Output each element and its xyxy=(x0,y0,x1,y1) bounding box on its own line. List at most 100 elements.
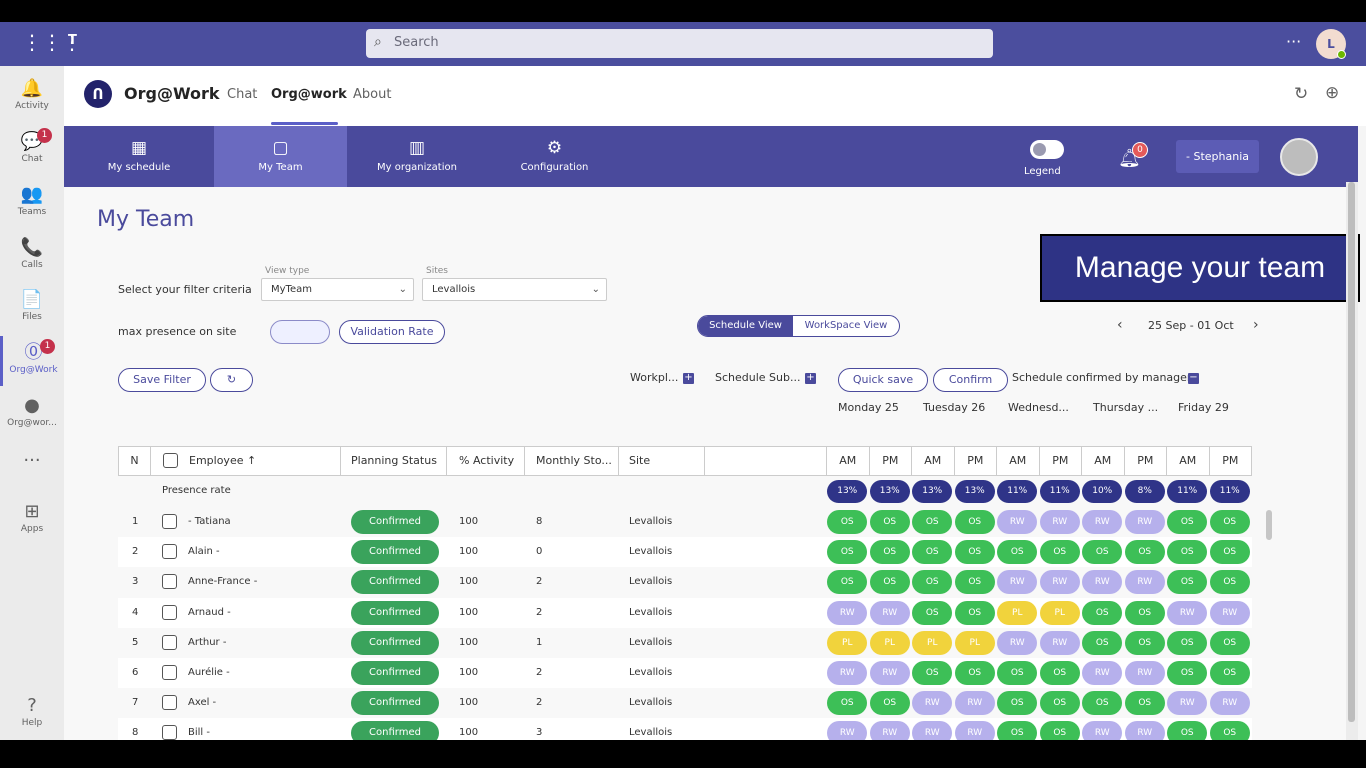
table-row[interactable]: 3 Anne-France - Confirmed 100 2 Levallois OS OS… xyxy=(118,567,1252,597)
schedule-slot-os[interactable]: OS xyxy=(997,540,1038,565)
refresh-icon[interactable]: ↻ xyxy=(1294,84,1309,104)
planning-status-badge[interactable]: Confirmed xyxy=(351,540,439,565)
schedule-slot-os[interactable]: OS xyxy=(1167,661,1208,685)
tab-orgwork[interactable]: Org@work xyxy=(271,87,347,102)
employee-name[interactable]: Arthur - xyxy=(188,636,227,648)
schedule-slot-os[interactable]: OS xyxy=(869,570,910,595)
rail-item-orgwork-2[interactable]: ● Org@wor... xyxy=(0,389,64,439)
schedule-slot-os[interactable]: OS xyxy=(997,691,1038,716)
chevron-right-icon[interactable]: › xyxy=(1253,317,1259,333)
row-checkbox[interactable] xyxy=(162,665,177,680)
schedule-slot-pl[interactable]: PL xyxy=(827,630,868,655)
collapse-icon[interactable]: − xyxy=(1188,372,1199,384)
employee-name[interactable]: - Tatiana xyxy=(188,516,231,527)
planning-status-badge[interactable]: Confirmed xyxy=(351,570,439,595)
schedule-slot-os[interactable]: OS xyxy=(1082,691,1123,716)
schedule-slot-rw[interactable]: RW xyxy=(827,661,868,685)
employee-name[interactable]: Alain - xyxy=(188,546,220,558)
schedule-slot-os[interactable]: OS xyxy=(1082,630,1123,655)
schedule-slot-os[interactable]: OS xyxy=(827,570,868,595)
schedule-slot-rw[interactable]: RW xyxy=(997,570,1038,595)
column-employee[interactable]: Employee ↑ xyxy=(151,447,341,475)
schedule-slot-os[interactable]: OS xyxy=(869,691,910,716)
planning-status-badge[interactable]: Confirmed xyxy=(351,510,439,534)
nav-my-organization[interactable]: ▥ My organization xyxy=(347,126,487,187)
column-site[interactable]: Site xyxy=(619,447,705,475)
row-checkbox[interactable] xyxy=(162,725,177,740)
schedule-slot-os[interactable]: OS xyxy=(954,540,995,565)
rail-item-teams[interactable]: 👥 Teams xyxy=(0,178,64,228)
rail-item-more[interactable]: ··· xyxy=(0,444,64,494)
schedule-slot-os[interactable]: OS xyxy=(1167,570,1208,595)
table-row[interactable]: 8 Bill - Confirmed 100 3 Levallois RW RW RW RW OS O… xyxy=(118,718,1252,740)
schedule-slot-rw[interactable]: RW xyxy=(1082,721,1123,740)
planning-status-badge[interactable]: Confirmed xyxy=(351,600,439,625)
legend-toggle[interactable] xyxy=(1030,140,1064,159)
row-checkbox[interactable] xyxy=(162,634,177,650)
schedule-slot-os[interactable]: OS xyxy=(1167,630,1208,655)
nav-my-team[interactable]: ▢ My Team xyxy=(214,126,347,187)
schedule-slot-rw[interactable]: RW xyxy=(1167,691,1208,716)
schedule-slot-os[interactable]: OS xyxy=(869,510,910,534)
reset-filter-button[interactable]: ↻ xyxy=(210,368,253,392)
validation-rate-button[interactable]: Validation Rate xyxy=(339,320,445,344)
employee-name[interactable]: Bill - xyxy=(188,727,210,739)
rail-item-help[interactable]: ? Help xyxy=(0,689,64,739)
confirm-button[interactable]: Confirm xyxy=(933,368,1008,392)
profile-avatar[interactable]: L xyxy=(1316,29,1346,59)
schedule-slot-rw[interactable]: RW xyxy=(1124,721,1165,740)
workspace-view-option[interactable]: WorkSpace View xyxy=(804,320,888,331)
row-checkbox[interactable] xyxy=(162,514,177,529)
table-row[interactable]: 2 Alain - Confirmed 100 0 Levallois OS OS OS OS OS… xyxy=(118,537,1252,568)
app-launcher-icon[interactable]: ⋮⋮⋮ xyxy=(22,30,82,54)
view-type-select[interactable]: MyTeam ⌄ xyxy=(261,278,414,301)
schedule-slot-rw[interactable]: RW xyxy=(954,691,995,716)
planning-status-badge[interactable]: Confirmed xyxy=(351,630,439,655)
schedule-slot-rw[interactable]: RW xyxy=(912,691,953,716)
schedule-slot-os[interactable]: OS xyxy=(1082,600,1123,625)
schedule-slot-rw[interactable]: RW xyxy=(954,721,995,740)
schedule-slot-pl[interactable]: PL xyxy=(869,630,910,655)
schedule-slot-os[interactable]: OS xyxy=(1124,600,1165,625)
column-activity[interactable]: % Activity xyxy=(447,447,525,475)
table-row[interactable]: 5 Arthur - Confirmed 100 1 Levallois PL PL PL PL R… xyxy=(118,628,1252,658)
schedule-slot-os[interactable]: OS xyxy=(827,510,868,534)
rail-item-chat[interactable]: 💬 Chat 1 xyxy=(0,125,64,175)
chevron-left-icon[interactable]: ‹ xyxy=(1117,317,1123,333)
rail-item-apps[interactable]: ⊞ Apps xyxy=(0,495,64,545)
column-planning-status[interactable]: Planning Status xyxy=(341,447,447,475)
schedule-slot-os[interactable]: OS xyxy=(912,600,953,625)
schedule-slot-os[interactable]: OS xyxy=(954,600,995,625)
schedule-slot-rw[interactable]: RW xyxy=(912,721,953,740)
schedule-slot-os[interactable]: OS xyxy=(912,570,953,595)
page-scrollbar[interactable] xyxy=(1346,182,1358,740)
schedule-slot-rw[interactable]: RW xyxy=(1209,691,1250,716)
schedule-slot-os[interactable]: OS xyxy=(827,540,868,565)
globe-icon[interactable]: ⊕ xyxy=(1325,83,1340,103)
save-filter-button[interactable]: Save Filter xyxy=(118,368,206,392)
row-checkbox[interactable] xyxy=(162,574,177,590)
schedule-sub-expand-icon[interactable]: + xyxy=(805,372,816,384)
employee-name[interactable]: Axel - xyxy=(188,697,217,709)
sites-select[interactable]: Levallois ⌄ xyxy=(422,278,607,301)
schedule-slot-rw[interactable]: RW xyxy=(1082,570,1123,595)
schedule-slot-rw[interactable]: RW xyxy=(1209,600,1250,625)
schedule-slot-rw[interactable]: RW xyxy=(827,600,868,625)
schedule-slot-pl[interactable]: PL xyxy=(954,630,995,655)
schedule-slot-os[interactable]: OS xyxy=(869,540,910,565)
rail-item-orgwork[interactable]: ⓪ Org@Work 1 xyxy=(0,336,64,386)
schedule-slot-rw[interactable]: RW xyxy=(869,661,910,685)
column-monthly[interactable]: Monthly Sto... xyxy=(525,447,619,475)
schedule-slot-os[interactable]: OS xyxy=(1124,630,1165,655)
schedule-slot-os[interactable]: OS xyxy=(1167,510,1208,534)
schedule-slot-pl[interactable]: PL xyxy=(997,600,1038,625)
schedule-slot-rw[interactable]: RW xyxy=(827,721,868,740)
schedule-slot-rw[interactable]: RW xyxy=(1039,510,1080,534)
rail-item-activity[interactable]: 🔔 Activity xyxy=(0,72,64,122)
tab-about[interactable]: About xyxy=(353,87,392,102)
schedule-slot-os[interactable]: OS xyxy=(1209,661,1250,685)
schedule-slot-os[interactable]: OS xyxy=(912,510,953,534)
schedule-slot-os[interactable]: OS xyxy=(1124,540,1165,565)
schedule-slot-rw[interactable]: RW xyxy=(869,600,910,625)
schedule-slot-os[interactable]: OS xyxy=(1082,540,1123,565)
